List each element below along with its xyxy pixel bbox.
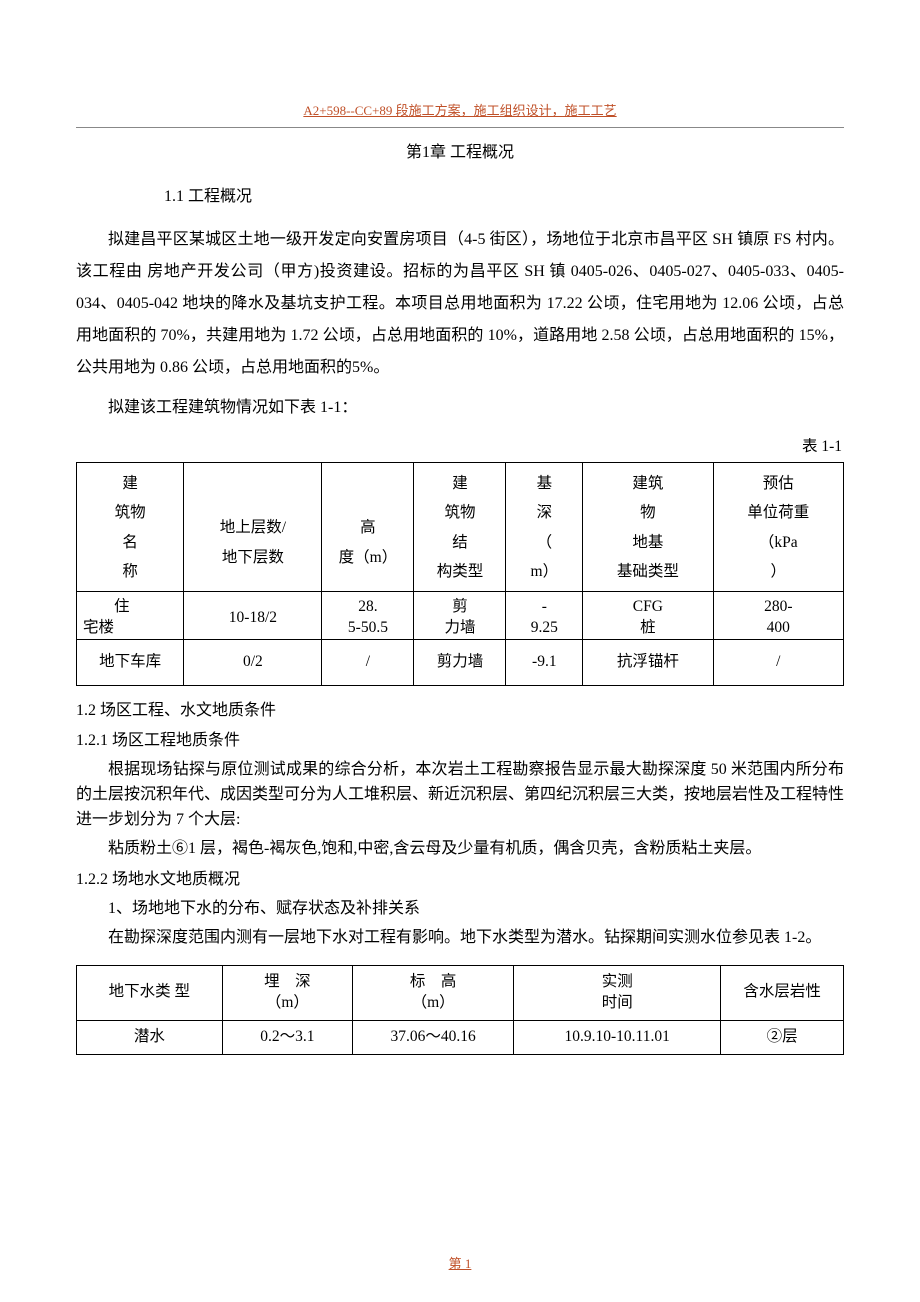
t1-h7: 预估单位荷重（kPa） (713, 463, 843, 592)
header-link: A2+598--CC+89 段施工方案，施工组织设计，施工工艺 (76, 100, 844, 119)
t2-r1-c4: 10.9.10-10.11.01 (514, 1020, 721, 1054)
t2-r1-c5: ②层 (721, 1020, 844, 1054)
table-2-header: 地下水类 型 埋 深（m） 标 高（m） 实测时间 含水层岩性 (77, 965, 844, 1020)
section-1-2-1-heading: 1.2.1 场区工程地质条件 (76, 726, 844, 750)
t2-h1: 地下水类 型 (77, 965, 223, 1020)
para-1: 拟建昌平区某城区土地一级开发定向安置房项目（4-5 街区），场地位于北京市昌平区… (76, 224, 844, 384)
t1-r1-c2: 10-18/2 (184, 591, 322, 639)
footer-text: 第 1 (449, 1256, 472, 1271)
table-2-row-1: 潜水 0.2～3.1 37.06～40.16 10.9.10-10.11.01 … (77, 1020, 844, 1054)
section-1-1-heading: 1.1 工程概况 (76, 182, 844, 206)
t2-h2: 埋 深（m） (222, 965, 352, 1020)
header-rule (76, 127, 844, 128)
section-1-2-2-heading: 1.2.2 场地水文地质概况 (76, 865, 844, 889)
t1-r2-c6: 抗浮锚杆 (583, 640, 713, 686)
t1-r2-c2: 0/2 (184, 640, 322, 686)
t1-r2-c4: 剪力墙 (414, 640, 506, 686)
t1-r2-c3: / (322, 640, 414, 686)
table-1-row-1: 住宅楼 10-18/2 28.5-50.5 剪力墙 -9.25 CFG桩 280… (77, 591, 844, 639)
t1-r2-c7: / (713, 640, 843, 686)
para-4: 粘质粉土⑥1 层，褐色-褐灰色,饱和,中密,含云母及少量有机质，偶含贝壳，含粉质… (76, 837, 844, 862)
t1-r2-c5: -9.1 (506, 640, 583, 686)
t1-r1-c7: 280-400 (713, 591, 843, 639)
t2-r1-c1: 潜水 (77, 1020, 223, 1054)
t1-h4: 建筑物结构类型 (414, 463, 506, 592)
t1-h6: 建筑物地基基础类型 (583, 463, 713, 592)
t1-r2-c1: 地下车库 (77, 640, 184, 686)
page-footer: 第 1 (0, 1253, 920, 1272)
para-5: 1、场地地下水的分布、赋存状态及补排关系 (76, 897, 844, 922)
t2-r1-c3: 37.06～40.16 (353, 1020, 514, 1054)
table-1-header: 建筑物名称 地上层数/地下层数 高度（m） 建筑物结构类型 基深（m） 建筑物地… (77, 463, 844, 592)
table-1-label: 表 1-1 (76, 434, 844, 456)
t1-r1-c1: 住宅楼 (77, 591, 184, 639)
para-6: 在勘探深度范围内测有一层地下水对工程有影响。地下水类型为潜水。钻探期间实测水位参… (76, 926, 844, 951)
t2-r1-c2: 0.2～3.1 (222, 1020, 352, 1054)
table-1-row-2: 地下车库 0/2 / 剪力墙 -9.1 抗浮锚杆 / (77, 640, 844, 686)
chapter-title: 第1章 工程概况 (76, 138, 844, 162)
header-link-text: A2+598--CC+89 段施工方案，施工组织设计，施工工艺 (303, 103, 616, 118)
para-3: 根据现场钻探与原位测试成果的综合分析，本次岩土工程勘察报告显示最大勘探深度 50… (76, 758, 844, 832)
section-1-2-heading: 1.2 场区工程、水文地质条件 (76, 696, 844, 720)
t1-r1-c3: 28.5-50.5 (322, 591, 414, 639)
t1-r1-c6: CFG桩 (583, 591, 713, 639)
t1-h2: 地上层数/地下层数 (184, 463, 322, 592)
table-2: 地下水类 型 埋 深（m） 标 高（m） 实测时间 含水层岩性 潜水 0.2～3… (76, 965, 844, 1055)
t2-h3: 标 高（m） (353, 965, 514, 1020)
t1-h3: 高度（m） (322, 463, 414, 592)
t1-h1: 建筑物名称 (77, 463, 184, 592)
t1-h5: 基深（m） (506, 463, 583, 592)
t1-r1-c5: -9.25 (506, 591, 583, 639)
t2-h4: 实测时间 (514, 965, 721, 1020)
t2-h5: 含水层岩性 (721, 965, 844, 1020)
para-2: 拟建该工程建筑物情况如下表 1-1： (76, 392, 844, 424)
table-1: 建筑物名称 地上层数/地下层数 高度（m） 建筑物结构类型 基深（m） 建筑物地… (76, 462, 844, 686)
t1-r1-c4: 剪力墙 (414, 591, 506, 639)
